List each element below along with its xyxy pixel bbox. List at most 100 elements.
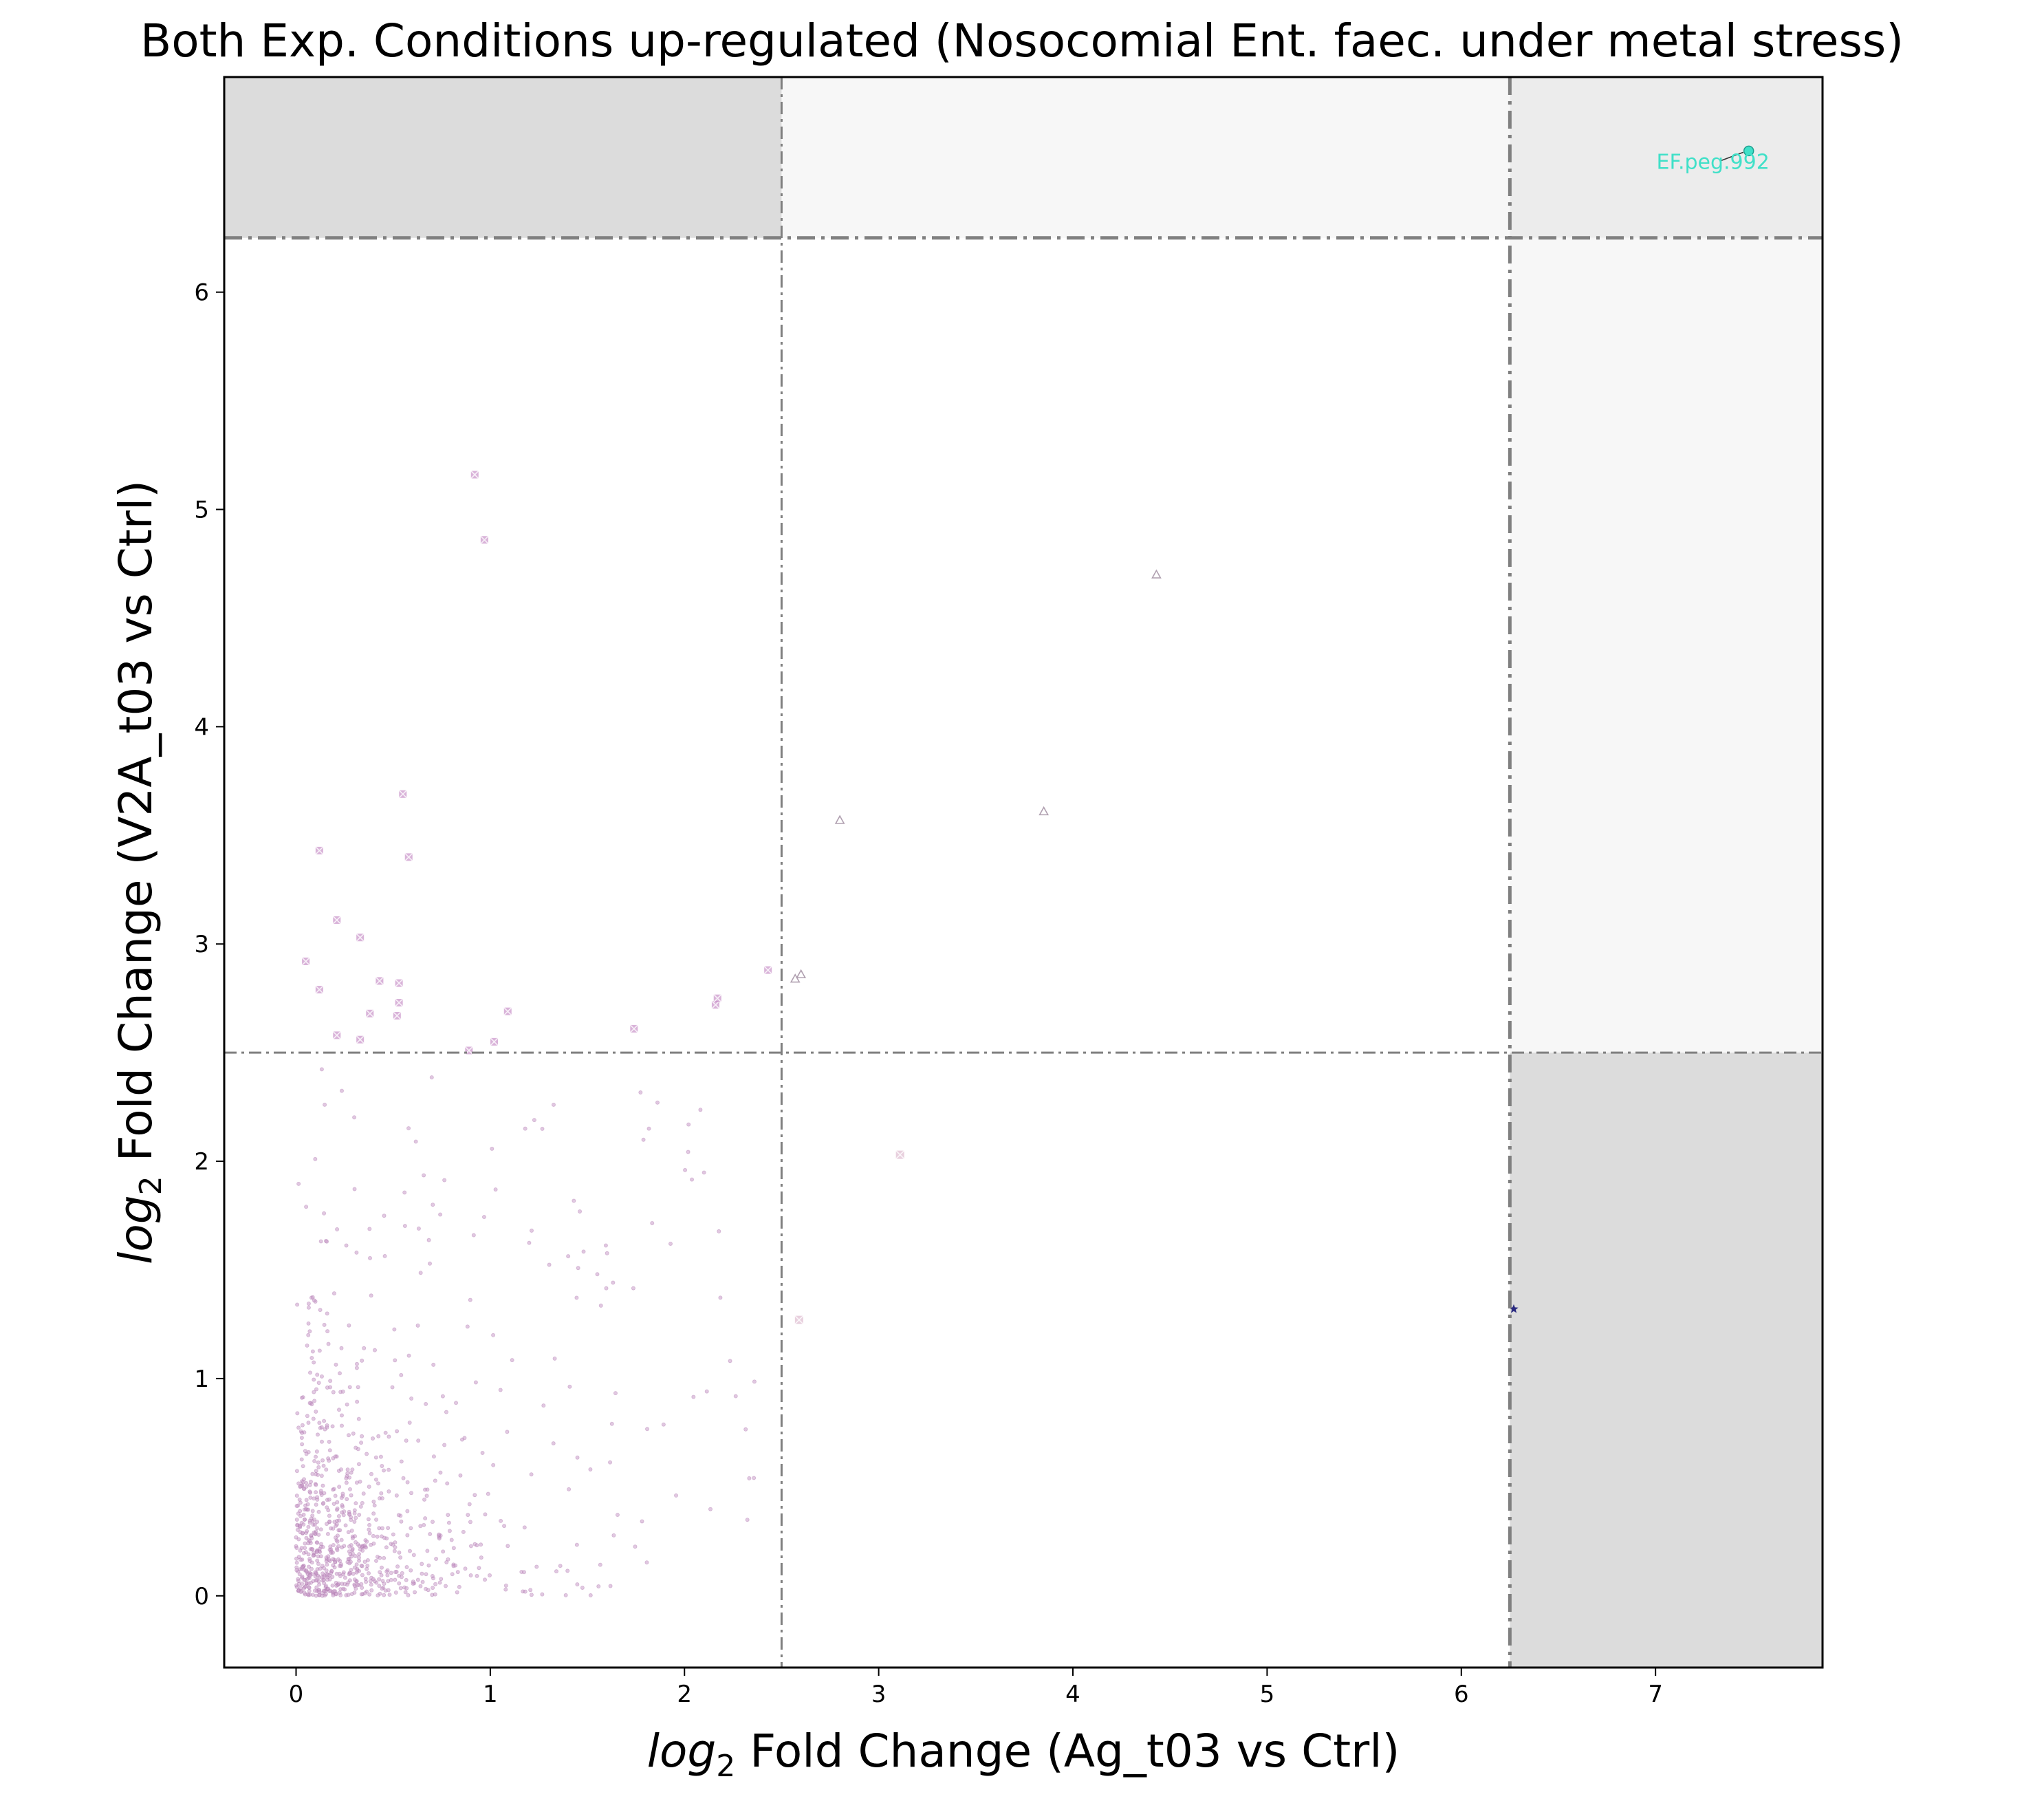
scatter-point-triangle xyxy=(796,969,807,979)
scatter-point-background xyxy=(382,1555,387,1560)
scatter-point-background xyxy=(522,1570,527,1575)
scatter-point-background xyxy=(377,1577,382,1582)
scatter-point-background xyxy=(402,1190,407,1195)
scatter-point-background xyxy=(354,1570,359,1575)
scatter-point-background xyxy=(326,1586,331,1591)
scatter-point-background xyxy=(367,1531,372,1535)
scatter-point-background xyxy=(399,1459,404,1464)
scatter-point-background xyxy=(655,1100,660,1105)
scatter-point-background xyxy=(439,1577,444,1582)
scatter-point-background xyxy=(449,1538,454,1542)
scatter-point-x-marker xyxy=(470,470,479,479)
scatter-point-background xyxy=(374,1558,379,1563)
scatter-point-x-marker-cross xyxy=(503,1007,512,1016)
scatter-point-background xyxy=(468,1520,472,1524)
scatter-point-background xyxy=(382,1593,387,1597)
scatter-point-background xyxy=(316,1460,320,1465)
scatter-point-background xyxy=(615,1513,620,1518)
scatter-point-background xyxy=(540,1592,545,1597)
scatter-point-background xyxy=(309,1560,314,1565)
scatter-point-background xyxy=(356,1462,361,1467)
scatter-point-background xyxy=(551,1441,556,1446)
scatter-point-background xyxy=(661,1422,666,1427)
scatter-point-background xyxy=(348,1552,353,1557)
scatter-point-background xyxy=(315,1372,320,1377)
scatter-point-x-marker xyxy=(395,998,404,1007)
region-top-middle xyxy=(781,77,1510,238)
scatter-point-background xyxy=(305,1502,310,1507)
scatter-point-background xyxy=(399,1519,404,1524)
scatter-point-background xyxy=(305,1414,309,1419)
scatter-point-background xyxy=(311,1416,316,1421)
scatter-point-background xyxy=(314,1387,319,1392)
scatter-point-x-marker-cross xyxy=(375,976,384,985)
scatter-point-background xyxy=(372,1348,377,1352)
scatter-point-background xyxy=(309,1355,314,1360)
y-tick-label: 1 xyxy=(194,1366,209,1393)
scatter-point-background xyxy=(446,1557,450,1562)
scatter-point-x-marker-cross xyxy=(365,1009,374,1018)
scatter-point-background xyxy=(349,1493,354,1498)
scatter-point-background xyxy=(312,1588,317,1593)
scatter-point-background xyxy=(300,1423,305,1427)
scatter-point-background xyxy=(372,1579,377,1584)
scatter-point-background xyxy=(575,1455,580,1460)
scatter-point-background xyxy=(335,1539,340,1544)
scatter-point-background xyxy=(309,1402,314,1407)
scatter-point-background xyxy=(305,1343,309,1348)
scatter-point-background xyxy=(322,1322,327,1327)
scatter-point-background xyxy=(376,1434,381,1438)
scatter-point-background xyxy=(483,1512,488,1517)
scatter-point-x-marker-cross xyxy=(480,535,489,544)
scatter-point-background xyxy=(326,1341,331,1346)
scatter-point-background xyxy=(314,1449,319,1454)
scatter-point-background xyxy=(382,1468,387,1473)
scatter-point-background xyxy=(298,1509,303,1513)
scatter-point-background xyxy=(379,1573,384,1577)
scatter-point-background xyxy=(303,1550,308,1555)
scatter-point-background xyxy=(325,1239,329,1244)
scatter-point-background xyxy=(306,1421,311,1425)
scatter-point-x-marker-cross xyxy=(629,1024,638,1033)
scatter-point-background xyxy=(315,1567,320,1572)
scatter-point-background xyxy=(355,1582,360,1587)
scatter-point-background xyxy=(307,1520,312,1525)
scatter-point-background xyxy=(572,1198,576,1203)
scatter-point-background xyxy=(298,1590,303,1595)
scatter-point-background xyxy=(307,1573,312,1578)
scatter-point-background xyxy=(379,1491,384,1496)
scatter-point-background xyxy=(416,1438,421,1443)
scatter-point-background xyxy=(323,1592,328,1597)
scatter-point-background xyxy=(362,1560,367,1564)
scatter-point-background xyxy=(406,1593,411,1597)
scatter-point-background xyxy=(349,1529,354,1533)
scatter-point-background xyxy=(411,1582,415,1586)
scatter-point-background xyxy=(325,1522,329,1527)
scatter-point-background xyxy=(328,1379,333,1383)
scatter-point-background xyxy=(302,1577,307,1582)
scatter-point-light-x-marker xyxy=(794,1315,804,1325)
scatter-point-background xyxy=(396,1513,401,1518)
scatter-point-background xyxy=(336,1557,340,1562)
scatter-point-background xyxy=(325,1505,329,1510)
scatter-point-background xyxy=(463,1566,468,1571)
scatter-point-background xyxy=(325,1562,329,1567)
y-axis-label: log2 Fold Change (V2A_t03 vs Ctrl) xyxy=(109,480,168,1264)
scatter-point-background xyxy=(431,1454,436,1459)
scatter-point-background xyxy=(683,1167,688,1172)
scatter-point-background xyxy=(378,1570,382,1575)
scatter-point-background xyxy=(371,1436,376,1441)
scatter-point-background xyxy=(466,1513,470,1518)
scatter-point-triangle xyxy=(1039,806,1050,816)
x-axis-label-text: Fold Change (Ag_t03 vs Ctrl) xyxy=(735,1725,1400,1778)
scatter-point-background xyxy=(317,1546,322,1551)
scatter-point-background xyxy=(358,1504,363,1509)
scatter-point-background xyxy=(409,1396,414,1401)
scatter-point-background xyxy=(322,1491,327,1496)
scatter-point-x-marker-cross xyxy=(763,966,772,975)
scatter-point-background xyxy=(371,1499,376,1504)
scatter-point-background xyxy=(345,1467,350,1472)
scatter-point-background xyxy=(338,1467,343,1472)
scatter-point-background xyxy=(598,1303,603,1308)
scatter-point-background xyxy=(306,1305,311,1310)
